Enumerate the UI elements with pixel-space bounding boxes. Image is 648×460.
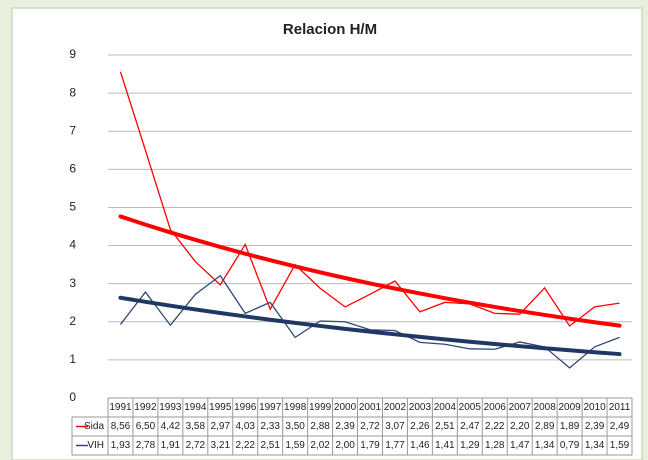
y-tick-label: 6 [69, 162, 76, 176]
data-label: 1,41 [435, 440, 455, 451]
data-label: 0,79 [560, 440, 580, 451]
x-tick-label: 1994 [184, 402, 207, 413]
x-tick-label: 2008 [534, 402, 557, 413]
data-label: 1,77 [385, 440, 405, 451]
data-label: 1,59 [610, 440, 630, 451]
data-label: 2,88 [310, 421, 330, 432]
x-tick-label: 2007 [509, 402, 532, 413]
x-tick-label: 2010 [583, 402, 606, 413]
data-label: 2,47 [460, 421, 480, 432]
data-label: 2,39 [335, 421, 355, 432]
data-label: 1,93 [111, 440, 131, 451]
x-tick-label: 1998 [284, 402, 307, 413]
data-label: 1,34 [535, 440, 555, 451]
x-tick-label: 2001 [359, 402, 382, 413]
x-tick-label: 2011 [609, 402, 631, 413]
data-label: 2,33 [260, 421, 280, 432]
x-tick-label: 1996 [234, 402, 257, 413]
data-label: 6,50 [136, 421, 156, 432]
y-tick-label: 5 [69, 200, 76, 214]
x-tick-label: 1999 [309, 402, 332, 413]
legend-label: Sida [84, 421, 104, 432]
data-label: 1,47 [510, 440, 530, 451]
data-label: 1,28 [485, 440, 505, 451]
x-tick-label: 2005 [459, 402, 482, 413]
x-tick-label: 2004 [434, 402, 457, 413]
data-label: 2,49 [610, 421, 630, 432]
chart-title: Relacion H/M [283, 21, 377, 38]
data-label: 2,20 [510, 421, 530, 432]
x-tick-label: 1992 [134, 402, 157, 413]
data-label: 2,26 [410, 421, 430, 432]
data-label: 1,29 [460, 440, 480, 451]
data-label: 4,03 [236, 421, 256, 432]
data-label: 1,46 [410, 440, 430, 451]
y-tick-label: 4 [69, 238, 76, 252]
data-label: 2,89 [535, 421, 555, 432]
x-tick-label: 1993 [159, 402, 182, 413]
data-label: 2,97 [211, 421, 231, 432]
y-tick-label: 3 [69, 276, 76, 290]
legend-label: VIH [87, 440, 104, 451]
data-label: 1,59 [285, 440, 305, 451]
data-label: 2,02 [310, 440, 330, 451]
trendline [118, 295, 622, 357]
x-tick-label: 2003 [409, 402, 432, 413]
data-label: 1,34 [585, 440, 605, 451]
data-label: 3,07 [385, 421, 405, 432]
data-label: 2,78 [136, 440, 156, 451]
data-label: 8,56 [111, 421, 131, 432]
data-label: 3,58 [186, 421, 206, 432]
data-label: 2,00 [335, 440, 355, 451]
y-tick-label: 8 [69, 85, 76, 99]
x-tick-label: 2009 [558, 402, 581, 413]
trendline [118, 214, 622, 328]
data-label: 3,50 [285, 421, 305, 432]
y-tick-label: 0 [69, 390, 76, 404]
y-tick-label: 1 [69, 352, 76, 366]
data-label: 1,89 [560, 421, 580, 432]
x-tick-label: 1997 [259, 402, 282, 413]
data-label: 1,79 [360, 440, 380, 451]
y-tick-label: 2 [69, 314, 76, 328]
data-label: 2,72 [360, 421, 380, 432]
data-label: 2,72 [186, 440, 206, 451]
x-tick-label: 1995 [209, 402, 232, 413]
data-label: 2,51 [260, 440, 280, 451]
data-label: 2,39 [585, 421, 605, 432]
data-label: 4,42 [161, 421, 181, 432]
data-label: 3,21 [211, 440, 231, 451]
series-line [119, 71, 620, 327]
x-tick-label: 2000 [334, 402, 357, 413]
x-tick-label: 2006 [484, 402, 507, 413]
data-label: 1,91 [161, 440, 181, 451]
x-tick-label: 1991 [109, 402, 132, 413]
x-tick-label: 2002 [384, 402, 407, 413]
y-tick-label: 9 [69, 47, 76, 61]
data-label: 2,22 [485, 421, 505, 432]
data-label: 2,51 [435, 421, 455, 432]
chart-area [11, 7, 643, 460]
data-label: 2,22 [236, 440, 256, 451]
y-tick-label: 7 [69, 123, 76, 137]
